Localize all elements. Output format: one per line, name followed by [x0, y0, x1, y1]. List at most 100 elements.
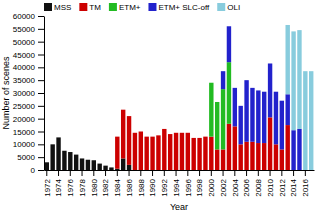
bar: [156, 135, 160, 136]
bar: [250, 88, 254, 142]
tick: 1992: [160, 170, 169, 197]
bar: [227, 26, 231, 27]
bar: [150, 137, 154, 170]
bar: [133, 133, 137, 170]
tick-label: 1994: [172, 178, 181, 196]
bar: [97, 163, 101, 164]
bar: [256, 90, 260, 91]
bar: [121, 158, 125, 170]
tick-label: 1984: [113, 178, 122, 196]
bar: [238, 144, 242, 170]
tick-mark: [246, 170, 247, 176]
bar: [80, 158, 84, 159]
bar: [274, 92, 278, 145]
tick-label: 55000: [13, 25, 36, 34]
bar: [203, 136, 207, 137]
bar: [309, 71, 313, 170]
bar: [203, 137, 207, 170]
bar: [115, 137, 119, 169]
bar: [121, 110, 125, 159]
bar: [103, 165, 107, 166]
bar: [62, 150, 66, 151]
bar: [56, 137, 60, 170]
tick-mark: [38, 132, 44, 133]
legend-item: TM: [79, 3, 101, 12]
bar: [221, 71, 225, 89]
bar: [74, 154, 78, 155]
bar: [262, 91, 266, 92]
tick-label: 40000: [13, 63, 36, 72]
tick-mark: [38, 106, 44, 107]
tick-mark: [281, 170, 282, 176]
bar: [197, 137, 201, 138]
tick: 2010: [266, 170, 275, 197]
bar: [250, 142, 254, 170]
bar: [174, 132, 178, 133]
tick-label: 2012: [278, 178, 287, 196]
tick-label: 50000: [13, 38, 36, 47]
bar: [209, 137, 213, 170]
bar: [227, 124, 231, 170]
bar: [68, 152, 72, 153]
bar: [174, 132, 178, 133]
bar: [268, 63, 272, 117]
tick-label: 5000: [17, 153, 35, 162]
bar: [144, 136, 148, 137]
bar: [197, 137, 201, 138]
bar: [103, 165, 107, 166]
bar: [133, 132, 137, 133]
bar: [56, 137, 60, 138]
bar: [274, 144, 278, 170]
legend-item: ETM+: [109, 3, 141, 12]
tick-label: 1996: [184, 178, 193, 196]
legend-item: ETM+ SLC-off: [148, 3, 210, 12]
tick: 1976: [66, 170, 75, 197]
legend-swatch: [79, 3, 87, 11]
bar: [74, 155, 78, 170]
bar: [162, 128, 166, 129]
bar: [109, 167, 113, 168]
bar: [238, 106, 242, 145]
tick-mark: [38, 67, 44, 68]
bar: [109, 167, 113, 168]
bar: [121, 109, 125, 110]
bar: [150, 136, 154, 137]
chart: 0500010000150002000025000300003500040000…: [0, 0, 320, 214]
tick: 2016: [301, 170, 310, 197]
bar: [186, 132, 190, 133]
bar: [86, 159, 90, 160]
tick: 1990: [148, 170, 157, 197]
tick: 35000: [13, 76, 44, 85]
bar: [203, 136, 207, 137]
bar: [109, 167, 113, 170]
bar: [115, 136, 119, 137]
bar: [150, 136, 154, 137]
bar: [286, 25, 290, 94]
bar: [74, 154, 78, 155]
bar: [233, 88, 237, 127]
bar: [133, 132, 137, 133]
bar: [168, 134, 172, 170]
bar: [103, 166, 107, 170]
bar: [127, 165, 131, 170]
bar: [45, 162, 49, 163]
bar: [45, 162, 49, 163]
tick-label: 2016: [301, 178, 310, 196]
tick-mark: [38, 119, 44, 120]
bar: [297, 129, 301, 170]
bar-series: [209, 62, 231, 149]
bar: [115, 136, 119, 137]
bar: [56, 137, 60, 138]
bar: [86, 159, 90, 160]
tick-mark: [211, 170, 212, 176]
bar: [74, 154, 78, 155]
bar: [156, 135, 160, 136]
bar: [291, 130, 295, 170]
bar: [139, 131, 143, 132]
tick: 1984: [113, 170, 122, 197]
bar: [291, 31, 295, 130]
bar: [139, 132, 143, 171]
tick-label: 45000: [13, 51, 36, 60]
bar: [215, 101, 219, 102]
bar: [86, 159, 90, 160]
